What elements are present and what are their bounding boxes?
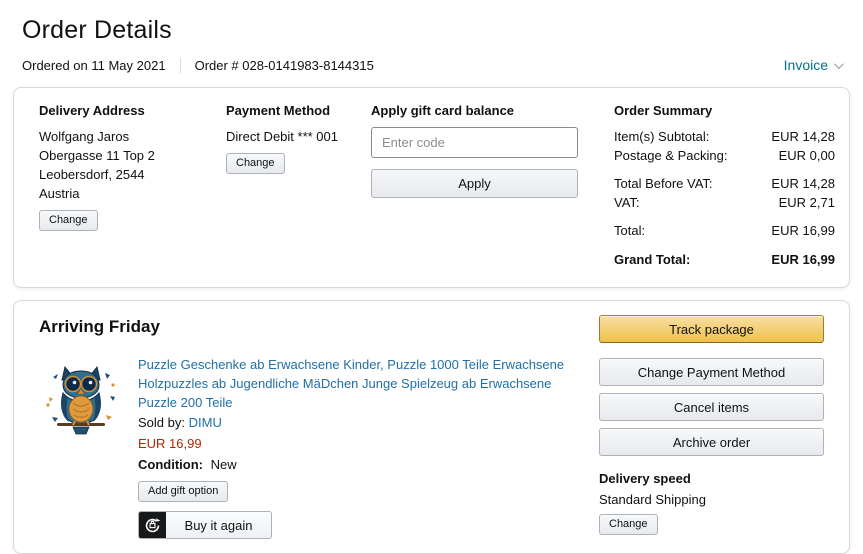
summary-row-total: Total: EUR 16,99: [614, 221, 835, 240]
gift-card-heading: Apply gift card balance: [371, 103, 515, 118]
sold-by-line: Sold by: DIMU: [138, 413, 588, 432]
delivery-address-section: Delivery Address Wolfgang Jaros Obergass…: [39, 103, 226, 269]
arrival-status: Arriving Friday: [39, 317, 160, 336]
product-price: EUR 16,99: [138, 436, 202, 451]
change-payment-method-button[interactable]: Change Payment Method: [599, 358, 824, 386]
buy-again-label: Buy it again: [184, 517, 253, 533]
chevron-down-icon: [833, 58, 844, 69]
summary-label: VAT:: [614, 195, 640, 210]
page-title: Order Details: [22, 16, 172, 44]
summary-row-postage: Postage & Packing: EUR 0,00: [614, 146, 835, 165]
change-address-button[interactable]: Change: [39, 210, 98, 231]
summary-value: EUR 14,28: [771, 129, 835, 144]
gift-code-input[interactable]: [371, 127, 578, 158]
shipment-actions: Track package Change Payment Method Canc…: [599, 315, 824, 539]
payment-method-section: Payment Method Direct Debit *** 001 Chan…: [226, 103, 371, 269]
summary-value: EUR 16,99: [771, 223, 835, 238]
delivery-address-heading: Delivery Address: [39, 103, 145, 118]
summary-label: Total:: [614, 223, 646, 238]
summary-label: Item(s) Subtotal:: [614, 129, 710, 144]
summary-value: EUR 0,00: [778, 148, 835, 163]
summary-label: Postage & Packing:: [614, 148, 728, 163]
seller-link[interactable]: DIMU: [188, 415, 222, 430]
summary-label: Grand Total:: [614, 252, 691, 267]
invoice-label: Invoice: [783, 57, 828, 73]
buy-it-again-button[interactable]: Buy it again: [138, 511, 272, 539]
summary-row-before-vat: Total Before VAT: EUR 14,28: [614, 174, 835, 193]
sold-by-label: Sold by:: [138, 415, 185, 430]
product-title-link[interactable]: Puzzle Geschenke ab Erwachsene Kinder, P…: [138, 357, 565, 410]
condition-label: Condition:: [138, 457, 203, 472]
summary-row-subtotal: Item(s) Subtotal: EUR 14,28: [614, 127, 835, 146]
track-package-button[interactable]: Track package: [599, 315, 824, 343]
order-number: Order # 028-0141983-8144315: [194, 57, 374, 73]
shipment-left: Arriving Friday: [39, 315, 599, 539]
payment-method-value: Direct Debit *** 001: [226, 129, 338, 144]
shipment-card: Arriving Friday: [13, 300, 850, 554]
summary-value: EUR 2,71: [778, 195, 835, 210]
order-summary-section: Order Summary Item(s) Subtotal: EUR 14,2…: [596, 103, 835, 269]
apply-gift-card-button[interactable]: Apply: [371, 169, 578, 198]
product-image[interactable]: [39, 355, 123, 439]
buy-again-icon: [139, 512, 166, 538]
change-payment-button[interactable]: Change: [226, 153, 285, 174]
delivery-speed-value: Standard Shipping: [599, 492, 706, 507]
delivery-speed-heading: Delivery speed: [599, 471, 691, 486]
address-name: Wolfgang Jaros: [39, 129, 130, 144]
add-gift-option-button[interactable]: Add gift option: [138, 481, 229, 502]
summary-value: EUR 16,99: [771, 252, 835, 267]
product-row: Puzzle Geschenke ab Erwachsene Kinder, P…: [39, 355, 599, 539]
payment-method-heading: Payment Method: [226, 103, 331, 118]
address-country: Austria: [39, 186, 80, 201]
summary-row-vat: VAT: EUR 2,71: [614, 193, 835, 212]
product-details: Puzzle Geschenke ab Erwachsene Kinder, P…: [138, 355, 588, 539]
archive-order-button[interactable]: Archive order: [599, 428, 824, 456]
gift-card-section: Apply gift card balance Apply: [371, 103, 596, 269]
summary-value: EUR 14,28: [771, 176, 835, 191]
summary-label: Total Before VAT:: [614, 176, 713, 191]
order-summary-heading: Order Summary: [614, 103, 713, 118]
cancel-items-button[interactable]: Cancel items: [599, 393, 824, 421]
owl-puzzle-image: [39, 355, 123, 439]
summary-row-grand-total: Grand Total: EUR 16,99: [614, 250, 835, 269]
condition-line: Condition: New: [138, 455, 588, 474]
meta-divider: [179, 57, 181, 73]
condition-value: New: [210, 457, 237, 472]
order-info-card: Delivery Address Wolfgang Jaros Obergass…: [13, 87, 850, 288]
ordered-on-date: Ordered on 11 May 2021: [22, 57, 166, 73]
invoice-link[interactable]: Invoice: [783, 57, 844, 73]
address-city: Leobersdorf, 2544: [39, 167, 145, 182]
address-street: Obergasse 11 Top 2: [39, 148, 155, 163]
order-meta-bar: Ordered on 11 May 2021 Order # 028-01419…: [22, 57, 844, 73]
change-delivery-speed-button[interactable]: Change: [599, 514, 658, 535]
